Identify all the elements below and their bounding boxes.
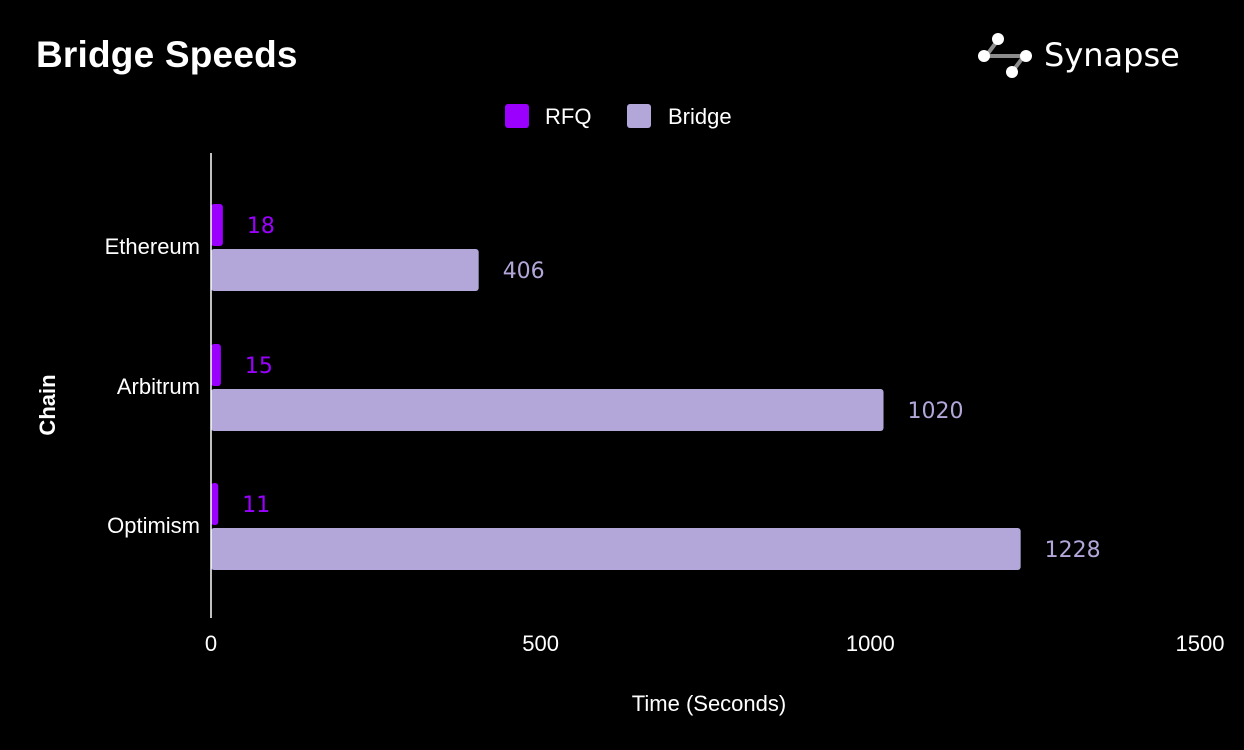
x-tick-label-1500: 1500 — [1176, 631, 1225, 656]
data-label-rfq-ethereum: 18 — [247, 214, 275, 239]
category-label-optimism: Optimism — [107, 513, 200, 538]
bar-bridge-optimism — [211, 528, 1021, 570]
data-label-bridge-arbitrum: 1020 — [908, 399, 964, 424]
category-label-ethereum: Ethereum — [105, 234, 200, 259]
bar-rfq-optimism — [211, 483, 219, 525]
legend-label-rfq: RFQ — [545, 104, 591, 129]
data-label-bridge-ethereum: 406 — [503, 259, 545, 284]
legend-swatch-bridge — [627, 104, 651, 128]
x-tick-label-0: 0 — [205, 631, 217, 656]
data-label-rfq-optimism: 11 — [242, 493, 270, 518]
synapse-logo-icon — [978, 33, 1032, 78]
legend-label-bridge: Bridge — [668, 104, 732, 129]
bar-bridge-arbitrum — [211, 389, 884, 431]
chart-title: Bridge Speeds — [36, 34, 298, 75]
bar-rfq-ethereum — [211, 204, 223, 246]
brand: Synapse — [978, 30, 1180, 80]
x-tick-label-1000: 1000 — [846, 631, 895, 656]
legend-swatch-rfq — [505, 104, 529, 128]
category-label-arbitrum: Arbitrum — [117, 374, 200, 399]
x-axis-title: Time (Seconds) — [632, 691, 786, 716]
x-tick-label-500: 500 — [522, 631, 559, 656]
bar-rfq-arbitrum — [211, 344, 221, 386]
brand-name: Synapse — [1044, 36, 1180, 74]
y-axis-title: Chain — [35, 374, 60, 435]
bar-bridge-ethereum — [211, 249, 479, 291]
data-label-rfq-arbitrum: 15 — [245, 354, 273, 379]
data-label-bridge-optimism: 1228 — [1045, 538, 1101, 563]
